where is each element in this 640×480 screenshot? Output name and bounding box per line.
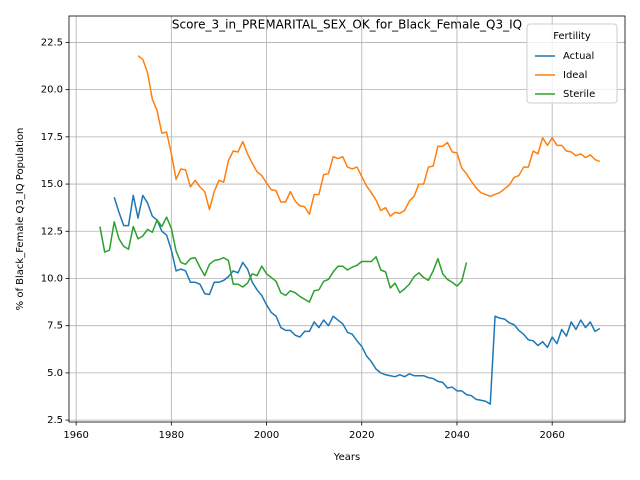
y-tick-label: 17.5 xyxy=(41,132,63,143)
y-tick-label: 7.5 xyxy=(47,321,63,332)
data-line xyxy=(99,216,468,303)
legend-box xyxy=(526,23,618,104)
y-tick-label: 2.5 xyxy=(47,415,63,426)
legend-label: Ideal xyxy=(563,70,587,81)
y-axis-label: % of Black_Female Q3_IQ Population xyxy=(15,128,26,311)
plot-frame xyxy=(68,15,626,423)
x-tick-label: 1960 xyxy=(63,430,88,441)
y-tick-label: 5.0 xyxy=(47,368,63,379)
x-axis-label: Years xyxy=(333,452,360,463)
legend-label: Actual xyxy=(563,51,594,62)
x-tick-label: 1980 xyxy=(159,430,184,441)
y-tick-label: 20.0 xyxy=(41,85,63,96)
x-tick-label: 2000 xyxy=(254,430,279,441)
x-tick-label: 2060 xyxy=(539,430,564,441)
y-tick-label: 22.5 xyxy=(41,37,63,48)
x-tick-label: 2040 xyxy=(444,430,469,441)
legend-label: Sterile xyxy=(563,89,595,100)
chart-title: Score_3_in_PREMARITAL_SEX_OK_for_Black_F… xyxy=(172,18,522,32)
y-tick-label: 10.0 xyxy=(41,273,63,284)
x-tick-label: 2020 xyxy=(349,430,374,441)
y-tick-label: 12.5 xyxy=(41,226,63,237)
y-tick-label: 15.0 xyxy=(41,179,63,190)
legend-title: Fertility xyxy=(553,31,591,42)
data-line xyxy=(113,194,601,405)
data-line xyxy=(137,55,601,217)
